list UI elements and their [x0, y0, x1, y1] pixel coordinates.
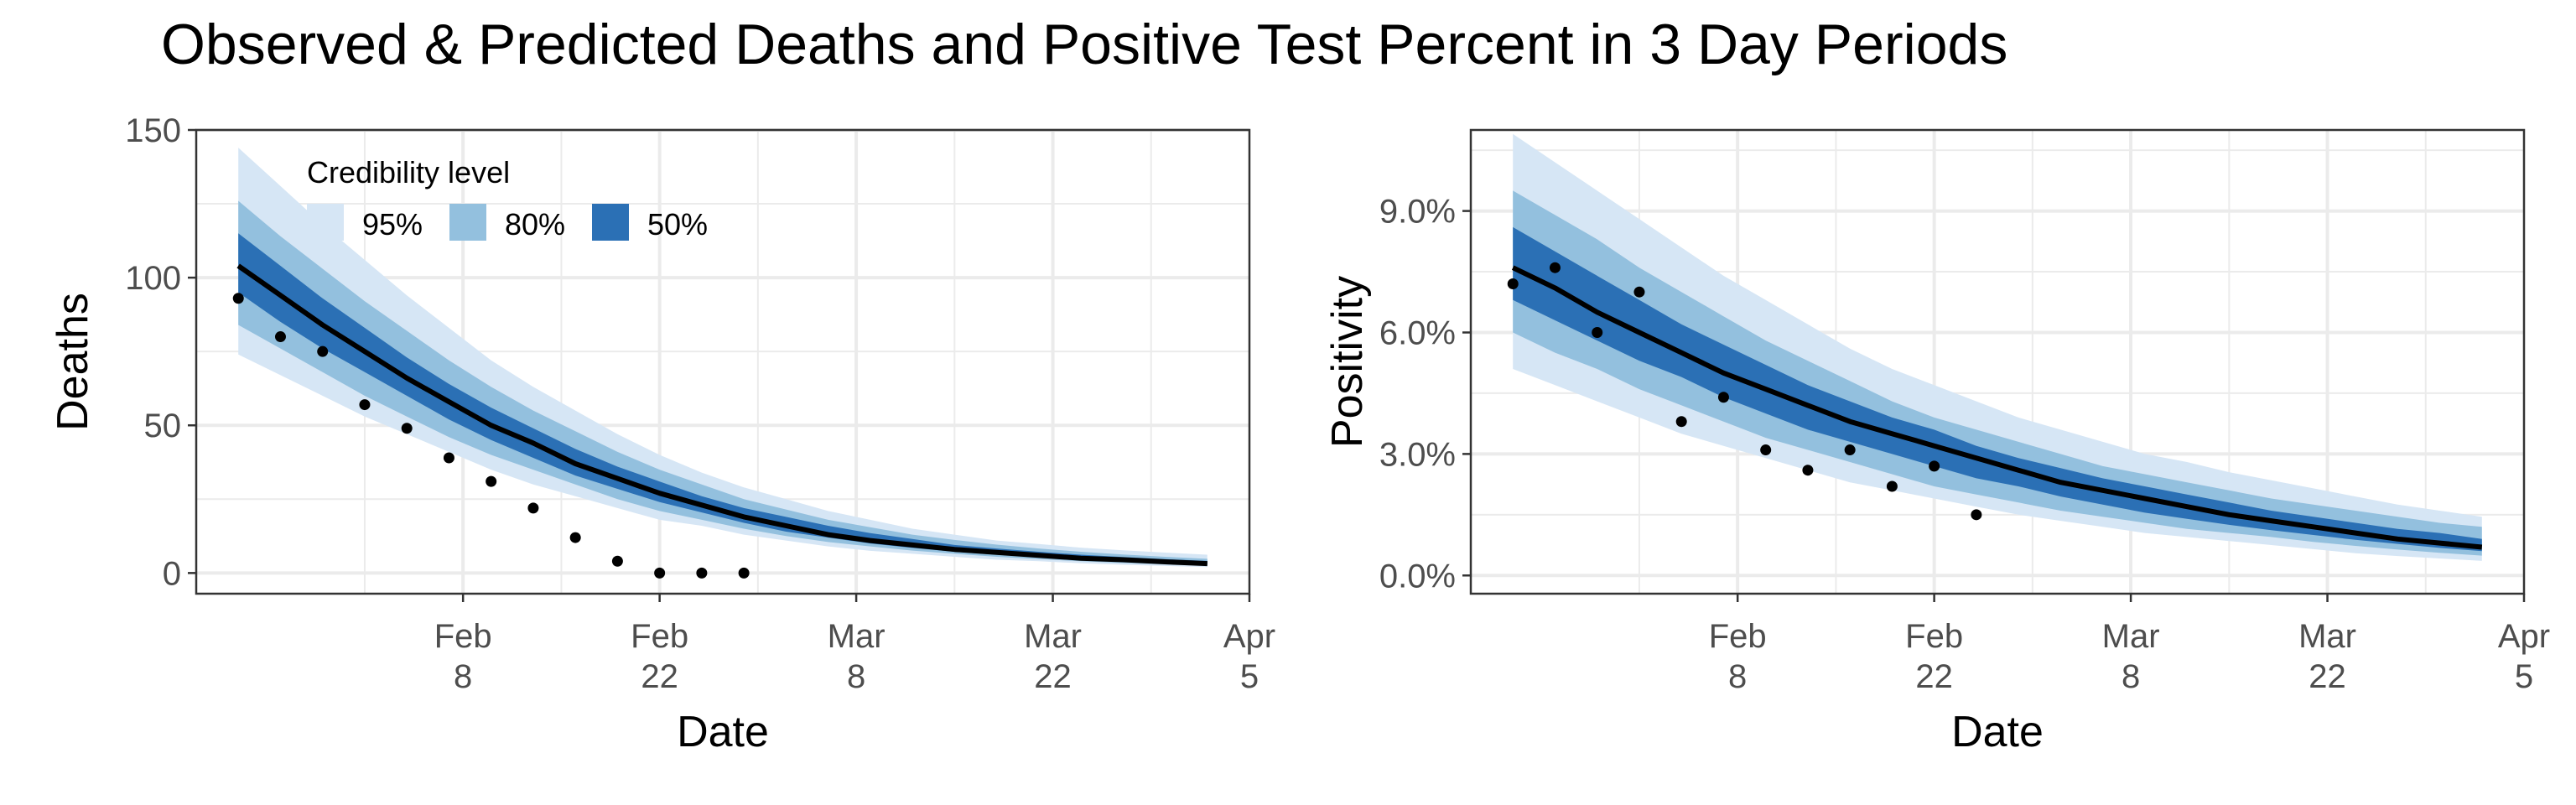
- observed-point: [1802, 465, 1814, 476]
- legend-swatch-3: [592, 204, 629, 241]
- y-tick-label: 0.0%: [1379, 558, 1456, 595]
- y-axis-title: Deaths: [49, 293, 97, 431]
- ribbon-95: [1513, 133, 2482, 561]
- observed-point: [1929, 460, 1940, 472]
- legend-label-1: 95%: [362, 207, 423, 242]
- observed-point: [654, 567, 666, 579]
- legend-label-3: 50%: [647, 207, 708, 242]
- x-tick-label: Mar 22: [1024, 618, 1082, 695]
- legend-label-2: 80%: [505, 207, 565, 242]
- ribbon-50: [1513, 226, 2482, 552]
- observed-point: [1760, 444, 1772, 456]
- x-tick-label: Feb 8: [1709, 618, 1767, 695]
- y-tick-label: 0: [163, 555, 181, 592]
- observed-point: [1507, 278, 1519, 290]
- observed-point: [401, 423, 413, 434]
- x-axis-title: Date: [1951, 708, 2044, 756]
- observed-point: [1592, 326, 1603, 338]
- chart-title: Observed & Predicted Deaths and Positive…: [161, 13, 2008, 76]
- observed-point: [738, 567, 750, 579]
- x-tick-label: Apr 5: [1223, 618, 1275, 695]
- y-tick-label: 3.0%: [1379, 436, 1456, 473]
- x-tick-label: Feb 22: [1905, 618, 1963, 695]
- positivity-panel: 0.0% 3.0% 6.0% 9.0% Feb 8 Feb 22 Mar 8 Mar 22 Apr 5 Da…: [1323, 128, 2550, 756]
- x-tick-label: Mar 8: [2102, 618, 2160, 695]
- observed-point: [274, 331, 286, 343]
- legend-swatch-1: [307, 204, 344, 241]
- observed-point: [486, 475, 497, 487]
- observed-point: [317, 345, 329, 357]
- legend-swatch-2: [449, 204, 486, 241]
- x-tick-label: Apr 5: [2498, 618, 2550, 695]
- observed-point: [1886, 480, 1898, 492]
- y-tick-label: 100: [125, 260, 181, 297]
- ribbon-50: [238, 233, 1208, 565]
- panel-border: [195, 128, 1251, 595]
- observed-point: [232, 293, 244, 304]
- observed-point: [1549, 262, 1561, 273]
- x-tick-label: Feb 22: [631, 618, 688, 695]
- legend-title: Credibility level: [307, 155, 510, 190]
- y-tick-label: 150: [125, 112, 181, 149]
- panel-border: [1469, 128, 2526, 595]
- observed-point: [1844, 444, 1856, 456]
- x-axis-title: Date: [677, 708, 769, 756]
- x-tick-label: Mar 22: [2298, 618, 2356, 695]
- x-tick-label: Mar 8: [828, 618, 886, 695]
- observed-point: [1971, 509, 1982, 521]
- credibility-legend: Credibility level 95% 80% 50%: [307, 155, 708, 242]
- observed-point: [527, 502, 539, 514]
- deaths-panel: 0 50 100 150 Feb 8 Feb 22 Mar 8 Mar 22 Apr 5 Date Death…: [49, 112, 1275, 756]
- observed-point: [569, 532, 581, 543]
- y-tick-label: 50: [144, 408, 182, 444]
- observed-point: [359, 399, 371, 411]
- observed-point: [1633, 286, 1645, 298]
- observed-point: [1675, 416, 1687, 428]
- observed-point: [611, 555, 623, 567]
- y-tick-label: 9.0%: [1379, 194, 1456, 231]
- observed-point: [696, 567, 708, 579]
- y-tick-label: 6.0%: [1379, 314, 1456, 351]
- median-line: [1511, 265, 2483, 550]
- observed-point: [1717, 392, 1729, 403]
- x-tick-label: Feb 8: [434, 618, 492, 695]
- observed-point: [443, 452, 454, 464]
- y-axis-title: Positivity: [1323, 276, 1372, 448]
- median-line: [236, 263, 1208, 567]
- ribbon-95: [238, 148, 1208, 568]
